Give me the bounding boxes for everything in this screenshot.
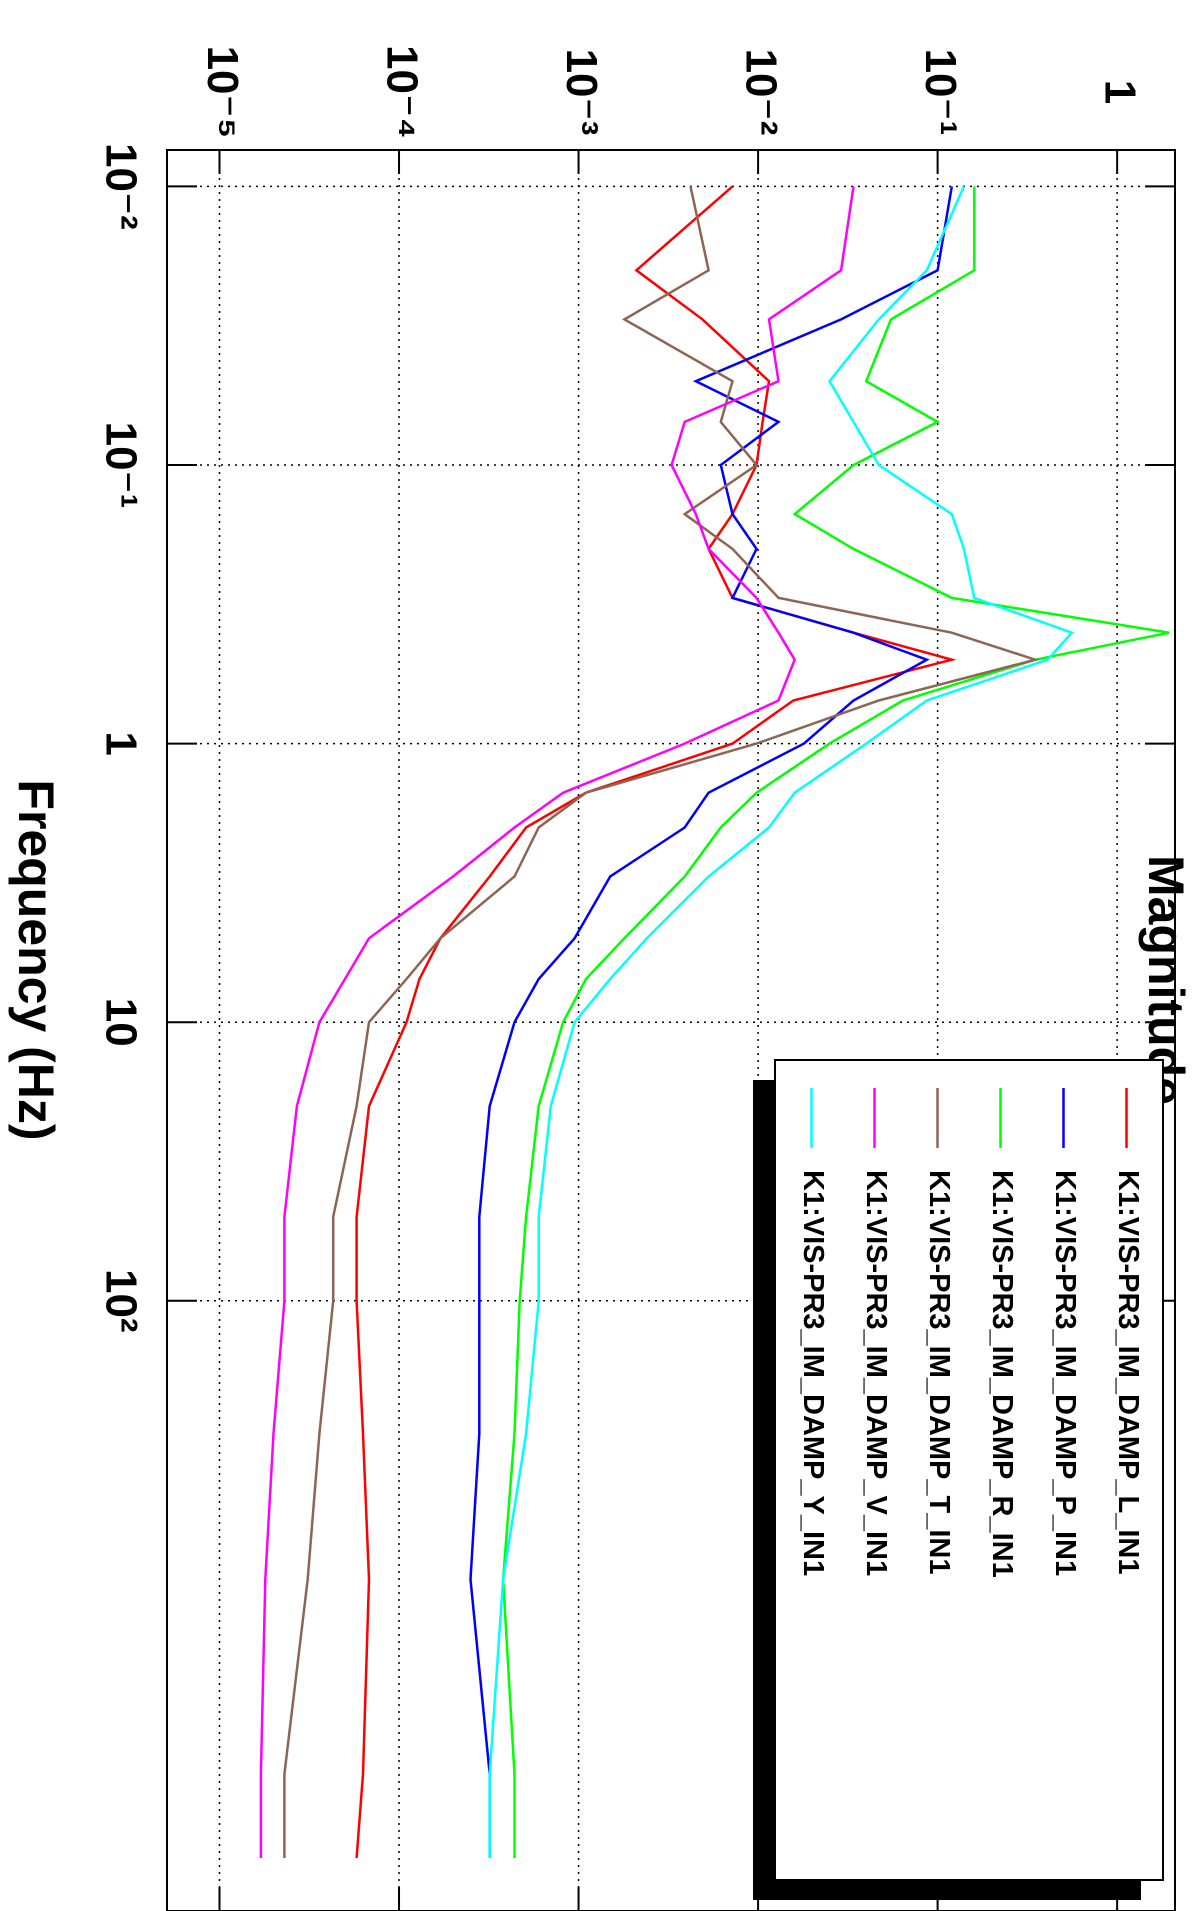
legend-label: K1:VIS-PR3_IM_DAMP_L_IN1 — [1112, 1170, 1144, 1575]
legend-box — [774, 1059, 1164, 1881]
y-tick-label: 10⁻⁵ — [198, 46, 247, 139]
legend-label: K1:VIS-PR3_IM_DAMP_T_IN1 — [923, 1170, 955, 1575]
x-axis-label: Frequency (Hz) — [8, 779, 64, 1140]
series-line — [355, 185, 957, 1859]
y-tick-label: 10⁻² — [736, 49, 785, 136]
y-tick-label: 1 — [1096, 80, 1145, 104]
x-tick-label: 10⁻¹ — [96, 422, 145, 509]
y-tick-label: 10⁻³ — [557, 49, 606, 136]
plot-area — [166, 149, 1176, 1911]
y-tick-label: 10⁻⁴ — [377, 45, 426, 139]
legend-label: K1:VIS-PR3_IM_DAMP_R_IN1 — [986, 1170, 1018, 1578]
y-tick-label: 10⁻¹ — [916, 49, 965, 136]
series-line — [469, 186, 954, 1858]
x-tick-label: 1 — [96, 731, 145, 755]
legend-label: K1:VIS-PR3_IM_DAMP_V_IN1 — [860, 1170, 892, 1576]
series-line — [259, 186, 855, 1858]
x-tick-label: 10⁻² — [96, 143, 145, 230]
legend-label: K1:VIS-PR3_IM_DAMP_P_IN1 — [1049, 1170, 1081, 1576]
x-tick-label: 10² — [96, 1269, 145, 1333]
series-line — [501, 186, 1170, 1858]
x-tick-label: 10 — [96, 998, 145, 1047]
legend-label: K1:VIS-PR3_IM_DAMP_Y_IN1 — [797, 1170, 829, 1576]
rotated-plot: Magnitude Frequency (Hz) 10⁻⁵ 10⁻⁴ 10⁻³ 10⁻… — [8, 45, 1194, 1911]
series-line — [488, 185, 1075, 1858]
series-line — [283, 186, 1040, 1858]
